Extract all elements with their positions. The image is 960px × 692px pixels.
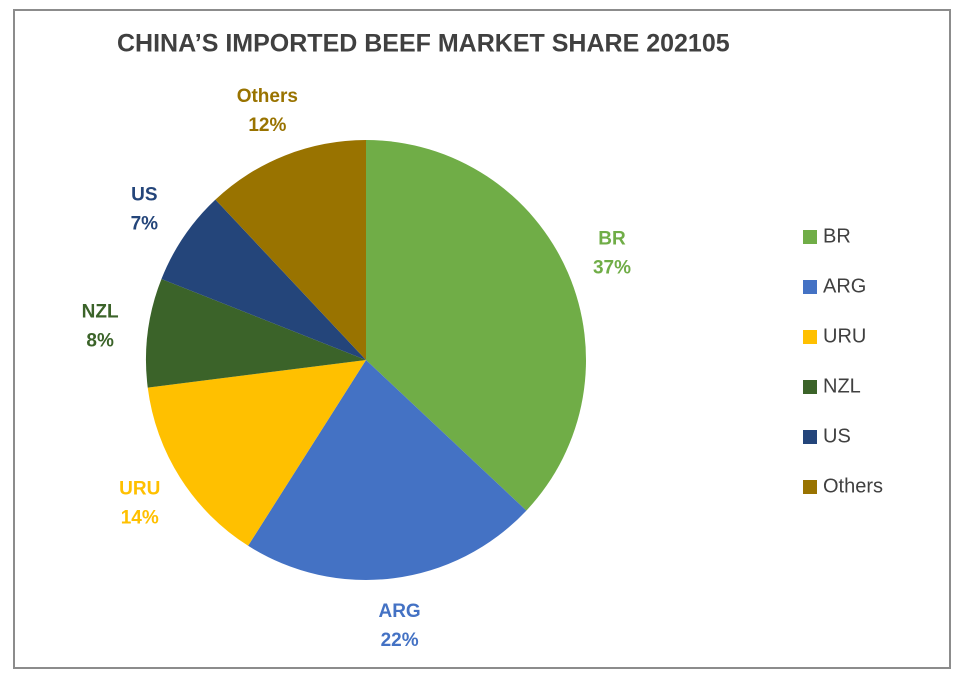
legend-swatch [803,230,817,244]
chart-title: CHINA’S IMPORTED BEEF MARKET SHARE 20210… [117,30,730,58]
pie-slice [161,199,366,360]
legend-swatch [803,380,817,394]
legend-label: BR [823,225,851,247]
legend-swatch [803,280,817,294]
data-label-value: 22% [381,630,419,651]
data-label-value: 37% [593,258,631,279]
legend-label: Others [823,475,883,497]
data-label-name: Others [237,86,298,107]
legend-label: US [823,425,851,447]
legend-swatch [803,430,817,444]
data-label-value: 7% [131,213,159,234]
data-label-value: 12% [248,115,286,136]
data-label-name: US [131,184,157,205]
data-label-name: ARG [378,601,420,622]
legend-swatch [803,330,817,344]
legend-label: ARG [823,275,866,297]
data-label-name: URU [119,479,160,500]
pie-slice [147,360,366,546]
pie-slice [248,360,527,580]
legend-swatch [803,480,817,494]
data-label-value: 14% [121,508,159,529]
data-label-name: BR [598,229,626,250]
legend-label: URU [823,325,866,347]
legend-label: NZL [823,375,861,397]
pie-slice [146,279,366,388]
data-label-name: NZL [82,301,119,322]
pie-slice [366,140,586,511]
data-label-value: 8% [86,330,114,351]
pie-slice [215,140,366,360]
